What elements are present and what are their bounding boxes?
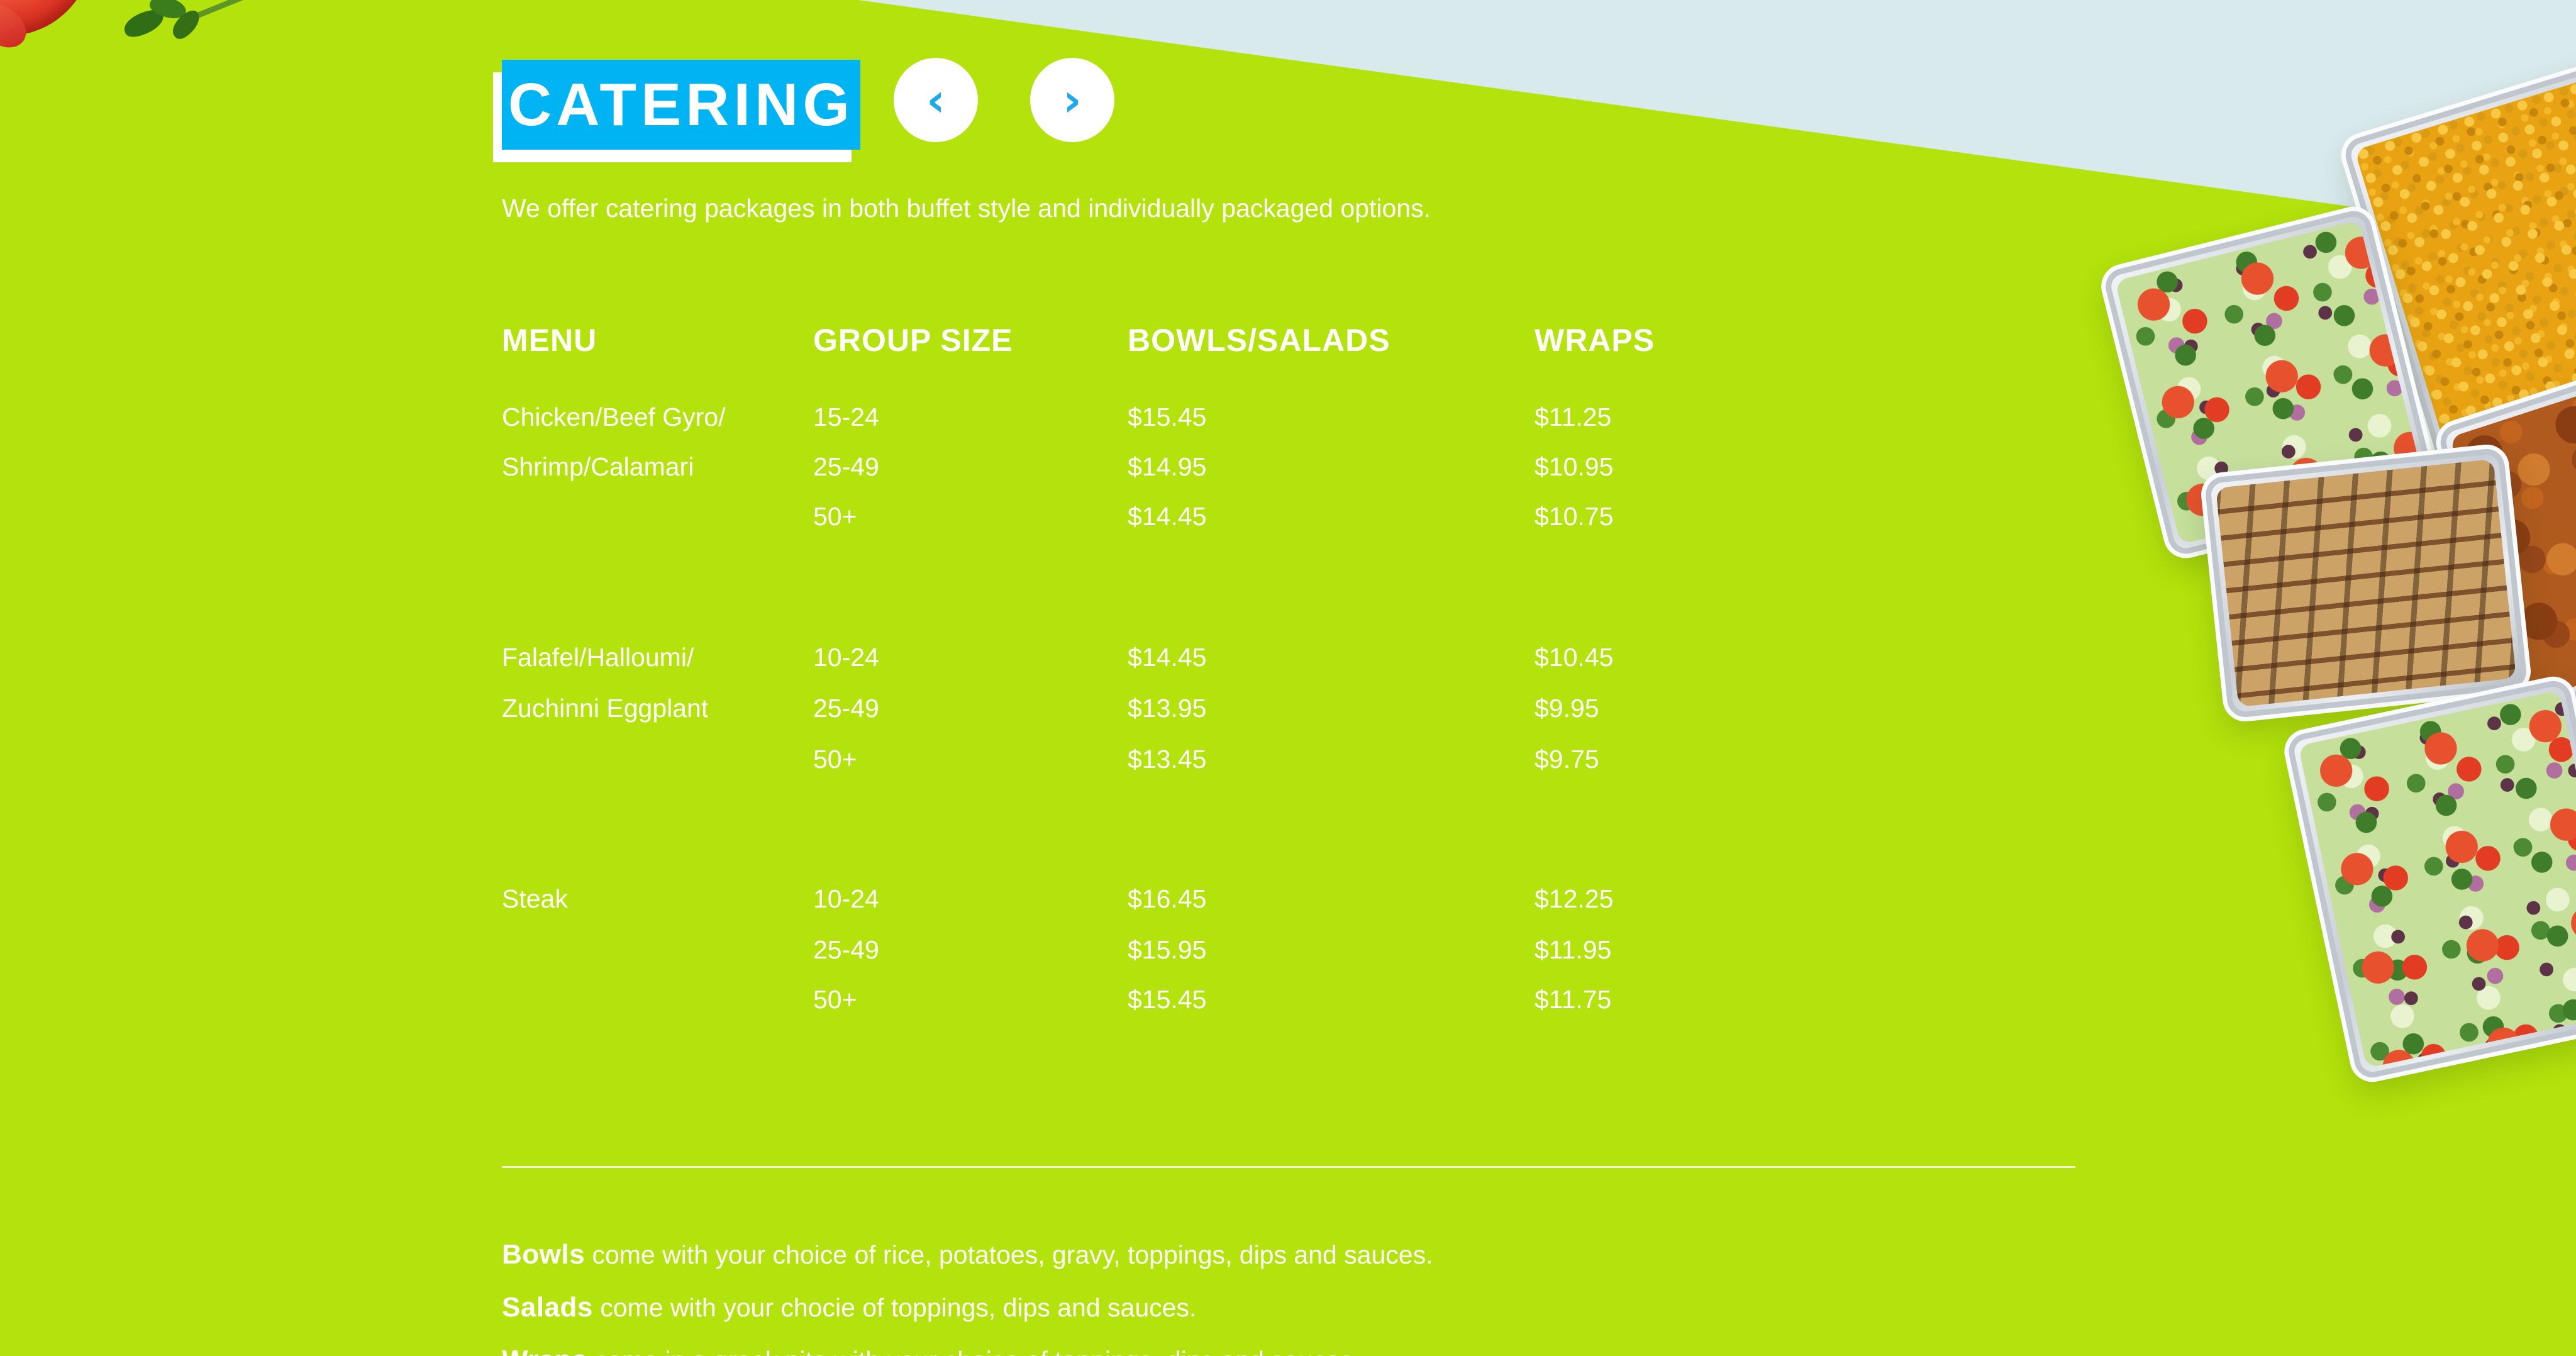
page-subtitle: We offer catering packages in both buffe… [502, 194, 1431, 223]
wraps-price: $12.25 [1535, 884, 1614, 913]
menu-item-label: Zuchinni Eggplant [502, 694, 709, 723]
note-bowls-text: come with your choice of rice, potatoes,… [585, 1240, 1433, 1269]
chevron-left-icon: ‹ [926, 74, 945, 126]
wraps-price: $11.95 [1535, 935, 1612, 964]
chevron-right-icon: › [1063, 74, 1082, 126]
bowls-salads-price: $14.95 [1128, 452, 1207, 481]
carousel-next-button[interactable]: › [1030, 58, 1114, 142]
page-title: CATERING [502, 60, 860, 150]
column-header-wraps: WRAPS [1535, 323, 1655, 358]
column-header-group-size: GROUP SIZE [813, 323, 1013, 358]
bowls-salads-price: $13.95 [1128, 694, 1207, 723]
group-size-value: 50+ [813, 985, 857, 1014]
parsley-sprig-photo [121, 0, 253, 43]
group-size-value: 25-49 [813, 694, 879, 723]
chicken-food [2215, 458, 2517, 708]
chicken-skewers-tray-photo [2199, 442, 2533, 724]
bowls-salads-price: $15.95 [1128, 935, 1207, 964]
note-salads-text: come with your chocie of toppings, dips … [592, 1293, 1197, 1322]
note-bowls-lead: Bowls [502, 1239, 586, 1270]
group-size-value: 25-49 [813, 935, 879, 964]
carousel-prev-button[interactable]: ‹ [894, 58, 978, 142]
salad-tray-lower-photo [2280, 672, 2576, 1086]
column-header-bowls-salads: BOWLS/SALADS [1128, 323, 1391, 358]
menu-item-label: Steak [502, 884, 568, 913]
menu-item-label: Chicken/Beef Gyro/ [502, 403, 726, 431]
note-wraps-lead: Wraps [502, 1345, 587, 1356]
group-size-value: 15-24 [813, 403, 879, 431]
bowls-salads-price: $15.45 [1128, 403, 1207, 431]
group-size-value: 10-24 [813, 643, 879, 672]
wraps-price: $11.25 [1535, 403, 1612, 431]
group-size-value: 50+ [813, 502, 857, 531]
bowls-salads-price: $13.45 [1128, 745, 1207, 774]
group-size-value: 10-24 [813, 884, 879, 913]
bowls-salads-price: $14.45 [1128, 502, 1207, 531]
group-size-value: 25-49 [813, 452, 879, 481]
salad-food [2298, 690, 2576, 1069]
note-bowls: Bowls come with your choice of rice, pot… [502, 1239, 1433, 1270]
wraps-price: $11.75 [1535, 985, 1612, 1014]
bowls-salads-price: $16.45 [1128, 884, 1207, 913]
bowls-salads-price: $14.45 [1128, 643, 1207, 672]
notes-divider [502, 1166, 2075, 1168]
group-size-value: 50+ [813, 745, 857, 774]
note-salads-lead: Salads [502, 1292, 593, 1323]
wraps-price: $10.45 [1535, 643, 1614, 672]
menu-item-label: Shrimp/Calamari [502, 452, 694, 481]
note-wraps: Wraps come in a greek pita with your cho… [502, 1345, 1360, 1356]
note-wraps-text: come in a greek pita with your choice of… [587, 1346, 1360, 1356]
wraps-price: $10.75 [1535, 502, 1614, 531]
column-header-menu: MENU [502, 323, 597, 358]
wraps-price: $9.95 [1535, 694, 1599, 723]
bowls-salads-price: $15.45 [1128, 985, 1207, 1014]
wraps-price: $9.75 [1535, 745, 1599, 774]
wraps-price: $10.95 [1535, 452, 1614, 481]
menu-item-label: Falafel/Halloumi/ [502, 643, 694, 672]
note-salads: Salads come with your chocie of toppings… [502, 1292, 1196, 1323]
